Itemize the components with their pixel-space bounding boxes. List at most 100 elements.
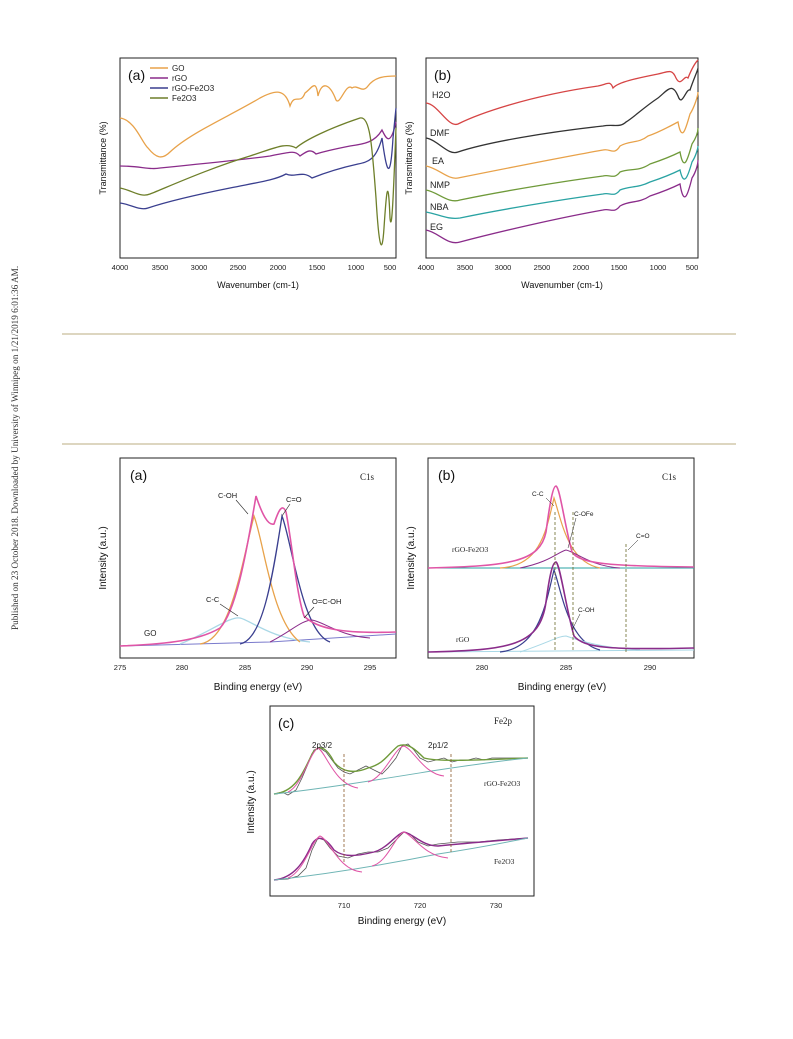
peak-o-c-oh xyxy=(269,619,371,643)
series-nba xyxy=(425,145,699,220)
x-tick: 3500 xyxy=(457,263,474,272)
peak-label: 2p3/2 xyxy=(312,741,333,750)
peak-label: C-C xyxy=(206,595,220,604)
lower-fit xyxy=(273,831,529,881)
series-nmp xyxy=(425,127,699,202)
y-axis-label: Intensity (a.u.) xyxy=(246,770,257,833)
series-dmf xyxy=(425,67,699,154)
legend: GO rGO rGO-Fe2O3 Fe2O3 xyxy=(150,64,215,103)
x-tick: 290 xyxy=(644,663,657,672)
peak-label: C=O xyxy=(636,533,650,540)
lower-peak-b xyxy=(371,831,449,867)
region-label: C1s xyxy=(360,472,375,482)
upper-peak-b xyxy=(367,745,445,783)
series-rgo-fe2o3 xyxy=(119,107,397,210)
series-label: NBA xyxy=(430,202,449,212)
x-tick: 4000 xyxy=(418,263,435,272)
series-label: NMP xyxy=(430,180,450,190)
series-eg xyxy=(425,159,699,244)
legend-entry: Fe2O3 xyxy=(172,94,197,103)
x-tick: 3500 xyxy=(152,263,169,272)
x-tick: 285 xyxy=(239,663,252,672)
upper-envelope xyxy=(427,485,695,569)
sample-label: rGO xyxy=(456,635,470,644)
y-axis-label: Intensity (a.u.) xyxy=(98,526,109,589)
upper-baseline xyxy=(273,757,529,795)
peak-c-c xyxy=(179,617,311,645)
upper-peak-c-c xyxy=(499,495,601,569)
peak-c-oh xyxy=(199,513,301,645)
series-label: DMF xyxy=(430,128,450,138)
peak-label: C=O xyxy=(286,495,302,504)
x-axis-label: Binding energy (eV) xyxy=(214,682,302,693)
xps-figure-a: (a) C1s GO C-OH C=O C-C O=C-OH 275 280 2… xyxy=(90,452,400,709)
x-tick: 1000 xyxy=(650,263,667,272)
peak-label: C-C xyxy=(532,491,544,498)
x-tick: 295 xyxy=(364,663,377,672)
region-label: Fe2p xyxy=(494,716,513,726)
y-axis-label: Transmittance (%) xyxy=(404,121,414,194)
x-tick: 290 xyxy=(301,663,314,672)
series-labels: H2O DMF EA NMP NBA EG xyxy=(430,90,451,232)
x-axis-label: Binding energy (eV) xyxy=(358,916,446,927)
x-tick: 4000 xyxy=(112,263,129,272)
peak-label: O=C-OH xyxy=(312,597,341,606)
x-tick: 3000 xyxy=(191,263,208,272)
x-tick: 280 xyxy=(176,663,189,672)
ftir-figure-a: (a) GO rGO rGO-Fe2O3 Fe2O3 4000 3500 300… xyxy=(90,48,408,305)
x-tick: 710 xyxy=(338,901,351,910)
separator-rule xyxy=(62,333,736,335)
x-tick: 275 xyxy=(114,663,127,672)
x-axis-label: Wavenumber (cm-1) xyxy=(217,280,299,290)
series-label: H2O xyxy=(432,90,451,100)
lower-peak-c-oh xyxy=(519,635,641,653)
series-ea xyxy=(425,91,699,179)
x-tick: 3000 xyxy=(495,263,512,272)
series-h2o xyxy=(425,59,699,125)
sample-label: rGO-Fe2O3 xyxy=(484,779,520,788)
ftir-figure-b: (b) H2O DMF EA NMP NBA EG 4000 3500 3000… xyxy=(398,48,708,305)
x-tick: 285 xyxy=(560,663,573,672)
x-tick: 1000 xyxy=(348,263,365,272)
xps-figure-c: (c) Fe2p rGO-Fe2O3 Fe2O3 2p3/2 2p1/2 710… xyxy=(238,702,548,939)
peak-annotations: C-C C-OFe C=O C-OH xyxy=(532,491,650,631)
x-tick: 1500 xyxy=(611,263,628,272)
legend-entry: rGO xyxy=(172,74,187,83)
publication-sidebar: Published on 23 October 2018. Downloaded… xyxy=(6,200,22,630)
sample-label: Fe2O3 xyxy=(494,857,515,866)
legend-entry: GO xyxy=(172,64,184,73)
upper-peak-c-ofe xyxy=(519,549,621,569)
region-label: C1s xyxy=(662,472,677,482)
series-go xyxy=(119,75,397,158)
upper-fit xyxy=(273,744,529,795)
sample-label: GO xyxy=(144,629,156,638)
x-tick: 1500 xyxy=(309,263,326,272)
x-tick: 2500 xyxy=(534,263,551,272)
peak-annotations: 2p3/2 2p1/2 xyxy=(312,741,449,750)
series-fe2o3 xyxy=(119,117,397,246)
x-tick: 2000 xyxy=(270,263,287,272)
peak-label: C-OH xyxy=(578,607,595,614)
series-label: EA xyxy=(432,156,444,166)
peak-label: C-OFe xyxy=(574,511,594,518)
lower-baseline xyxy=(273,837,529,881)
lower-peak-c-c xyxy=(499,567,601,653)
panel-label: (b) xyxy=(434,67,451,83)
x-tick: 500 xyxy=(384,263,397,272)
envelope xyxy=(119,495,397,647)
lower-baseline xyxy=(427,649,695,653)
x-tick: 2500 xyxy=(230,263,247,272)
peak-label: C-OH xyxy=(218,491,237,500)
separator-rule xyxy=(62,443,736,445)
lower-envelope xyxy=(427,561,695,653)
x-axis-ticks: 275 280 285 290 295 xyxy=(114,663,377,672)
y-axis-label: Intensity (a.u.) xyxy=(406,526,417,589)
series-rgo xyxy=(119,121,397,170)
series-label: EG xyxy=(430,222,443,232)
x-axis-ticks: 280 285 290 xyxy=(476,663,657,672)
peak-annotations: C-OH C=O C-C O=C-OH xyxy=(206,491,341,619)
x-tick: 720 xyxy=(414,901,427,910)
publication-notice: Published on 23 October 2018. Downloaded… xyxy=(10,266,20,630)
x-axis-label: Wavenumber (cm-1) xyxy=(521,280,603,290)
lower-raw xyxy=(273,831,529,881)
